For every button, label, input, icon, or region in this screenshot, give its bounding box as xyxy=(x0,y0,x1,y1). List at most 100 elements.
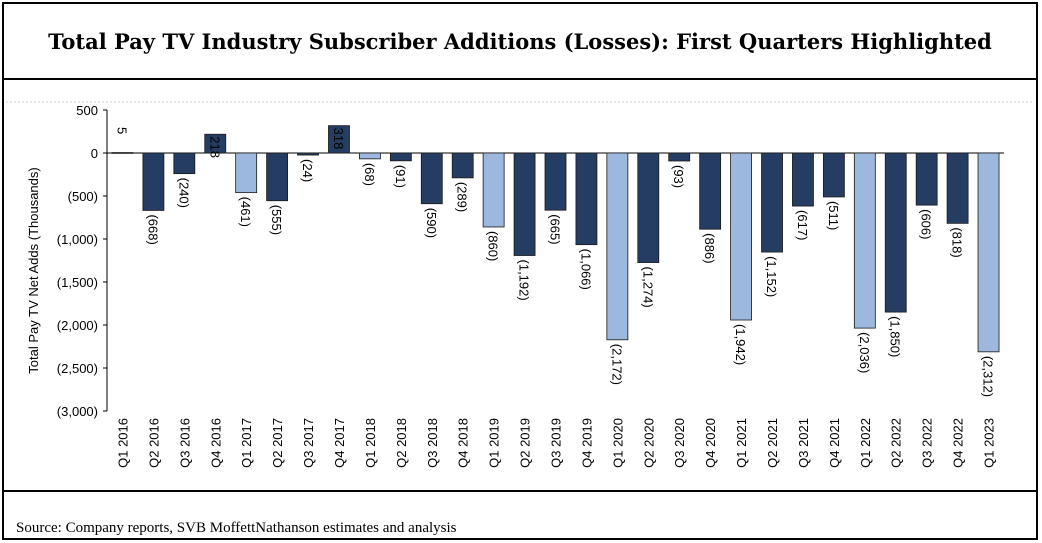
x-tick-label: Q1 2019 xyxy=(487,418,502,468)
y-tick-label: (3,000) xyxy=(57,404,98,419)
bar-value-label: (668) xyxy=(145,214,160,244)
y-tick-label: (2,000) xyxy=(57,318,98,333)
x-tick-label: Q1 2020 xyxy=(610,418,625,468)
x-tick-label: Q3 2016 xyxy=(177,418,192,468)
bar xyxy=(575,152,598,246)
bar xyxy=(482,152,505,228)
bar xyxy=(359,152,381,160)
bar xyxy=(451,152,474,179)
bar-value-label: (1,066) xyxy=(578,249,593,290)
x-tick-label: Q4 2021 xyxy=(827,418,842,468)
bar xyxy=(761,152,783,253)
x-tick-label: Q4 2018 xyxy=(456,418,471,468)
x-tick-label: Q1 2017 xyxy=(239,418,254,468)
y-tick-label: (1,000) xyxy=(57,232,98,247)
bar-value-label: (860) xyxy=(486,231,501,261)
source-bar: Source: Company reports, SVB MoffettNath… xyxy=(4,490,1036,538)
x-tick-label: Q4 2016 xyxy=(208,418,223,468)
title-bar: Total Pay TV Industry Subscriber Additio… xyxy=(4,4,1036,80)
bar xyxy=(513,152,536,256)
bar-value-label: (1,192) xyxy=(517,260,532,301)
y-tick-label: (2,500) xyxy=(57,361,98,376)
bar xyxy=(884,152,907,313)
x-tick-label: Q3 2019 xyxy=(549,418,564,468)
bar-value-label: (1,850) xyxy=(888,316,903,357)
x-tick-label: Q3 2020 xyxy=(672,418,687,468)
bar-value-label: (1,274) xyxy=(640,267,655,308)
bar xyxy=(946,152,969,224)
y-axis-title: Total Pay TV Net Adds (Thousands) xyxy=(26,167,41,373)
x-tick-label: Q1 2018 xyxy=(363,418,378,468)
bar xyxy=(297,152,319,156)
x-tick-label: Q1 2023 xyxy=(982,418,997,468)
chart-title: Total Pay TV Industry Subscriber Additio… xyxy=(48,28,992,54)
x-tick-label: Q2 2020 xyxy=(641,418,656,468)
bar xyxy=(235,152,258,194)
bar xyxy=(915,152,938,206)
bar xyxy=(173,152,196,175)
x-tick-label: Q2 2019 xyxy=(518,418,533,468)
bar-value-label: (1,942) xyxy=(733,324,748,365)
bar xyxy=(668,152,691,162)
bar-value-label: (818) xyxy=(950,227,965,257)
bar-value-label: (617) xyxy=(795,210,810,240)
x-tick-label: Q4 2017 xyxy=(332,418,347,468)
y-tick-label: (1,500) xyxy=(57,275,98,290)
bar-value-label: (93) xyxy=(671,165,686,188)
x-tick-label: Q3 2021 xyxy=(796,418,811,468)
x-tick-label: Q3 2017 xyxy=(301,418,316,468)
bar-value-label: 5 xyxy=(114,127,129,134)
bar-value-label: (2,036) xyxy=(857,332,872,373)
bar xyxy=(853,152,876,329)
x-tick-label: Q3 2022 xyxy=(920,418,935,468)
bar xyxy=(822,152,845,198)
x-tick-label: Q1 2022 xyxy=(858,418,873,468)
x-tick-label: Q2 2021 xyxy=(765,418,780,468)
x-tick-label: Q2 2018 xyxy=(394,418,409,468)
x-tick-label: Q1 2016 xyxy=(115,418,130,468)
bar xyxy=(420,152,443,205)
bar xyxy=(730,152,752,321)
source-note: Source: Company reports, SVB MoffettNath… xyxy=(16,520,457,536)
bar xyxy=(204,133,227,154)
bar-value-label: (555) xyxy=(269,205,284,235)
bar-value-label: (91) xyxy=(393,165,408,188)
bar-value-label: (665) xyxy=(548,214,563,244)
bar xyxy=(266,152,289,202)
bar-value-label: (68) xyxy=(362,163,377,186)
bar-value-label: (2,312) xyxy=(981,356,996,397)
bar xyxy=(792,152,814,207)
bar-value-label: 218 xyxy=(207,136,222,158)
bar-value-label: (2,172) xyxy=(609,344,624,385)
y-tick-label: 500 xyxy=(76,103,98,118)
bar-value-label: (590) xyxy=(424,208,439,238)
bar xyxy=(544,152,567,211)
bar xyxy=(142,152,165,211)
x-tick-label: Q2 2016 xyxy=(146,418,161,468)
x-tick-label: Q4 2020 xyxy=(703,418,718,468)
x-tick-label: Q2 2022 xyxy=(889,418,904,468)
bar-value-label: (240) xyxy=(176,178,191,208)
bar-value-label: 318 xyxy=(331,128,346,150)
x-tick-label: Q3 2018 xyxy=(425,418,440,468)
bar-value-label: (886) xyxy=(702,233,717,263)
bar xyxy=(389,152,412,162)
bar xyxy=(606,152,629,341)
bar-value-label: (24) xyxy=(300,159,315,182)
x-tick-label: Q1 2021 xyxy=(734,418,749,468)
bar xyxy=(699,152,722,230)
x-tick-label: Q4 2022 xyxy=(951,418,966,468)
bar xyxy=(111,152,134,154)
bar xyxy=(977,152,1000,353)
bar xyxy=(328,125,350,154)
y-tick-label: (500) xyxy=(68,189,98,204)
x-tick-label: Q2 2017 xyxy=(270,418,285,468)
bar-value-label: (289) xyxy=(455,182,470,212)
bar-value-label: (511) xyxy=(826,201,841,230)
bar-value-label: (1,152) xyxy=(764,256,779,297)
bar xyxy=(637,152,660,263)
y-tick-label: 0 xyxy=(91,146,98,161)
x-tick-label: Q4 2019 xyxy=(579,418,594,468)
bar-value-label: (606) xyxy=(919,209,934,239)
